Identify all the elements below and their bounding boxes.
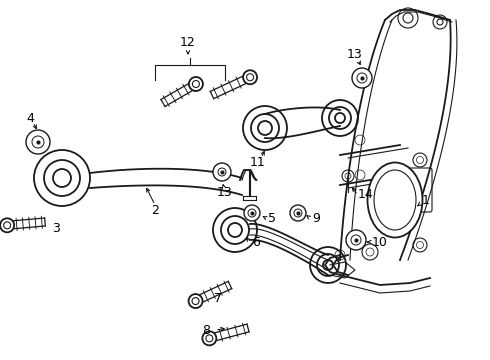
Text: 6: 6 bbox=[252, 235, 260, 248]
Text: 12: 12 bbox=[180, 36, 196, 49]
Circle shape bbox=[202, 331, 217, 345]
Text: 5: 5 bbox=[268, 211, 276, 225]
Circle shape bbox=[398, 8, 418, 28]
Circle shape bbox=[0, 218, 14, 232]
Ellipse shape bbox=[368, 162, 422, 238]
Circle shape bbox=[362, 244, 378, 260]
Circle shape bbox=[413, 153, 427, 167]
Text: 1: 1 bbox=[422, 194, 430, 207]
Text: 10: 10 bbox=[372, 235, 388, 248]
Circle shape bbox=[352, 68, 372, 88]
Circle shape bbox=[213, 163, 231, 181]
Text: 3: 3 bbox=[52, 221, 60, 234]
Circle shape bbox=[346, 230, 366, 250]
Circle shape bbox=[189, 294, 202, 308]
FancyBboxPatch shape bbox=[406, 168, 432, 212]
Circle shape bbox=[26, 130, 50, 154]
Text: 11: 11 bbox=[250, 156, 266, 168]
Circle shape bbox=[413, 238, 427, 252]
Text: 7: 7 bbox=[214, 292, 222, 305]
Circle shape bbox=[244, 205, 260, 221]
Circle shape bbox=[433, 15, 447, 29]
Circle shape bbox=[342, 170, 354, 182]
Text: 13: 13 bbox=[347, 49, 363, 62]
Text: 2: 2 bbox=[151, 203, 159, 216]
Circle shape bbox=[243, 70, 257, 84]
Circle shape bbox=[189, 77, 203, 91]
Text: 9: 9 bbox=[312, 211, 320, 225]
Text: 8: 8 bbox=[202, 324, 210, 337]
Text: 14: 14 bbox=[358, 189, 374, 202]
Circle shape bbox=[290, 205, 306, 221]
Text: 13: 13 bbox=[217, 186, 233, 199]
Text: 4: 4 bbox=[26, 112, 34, 125]
